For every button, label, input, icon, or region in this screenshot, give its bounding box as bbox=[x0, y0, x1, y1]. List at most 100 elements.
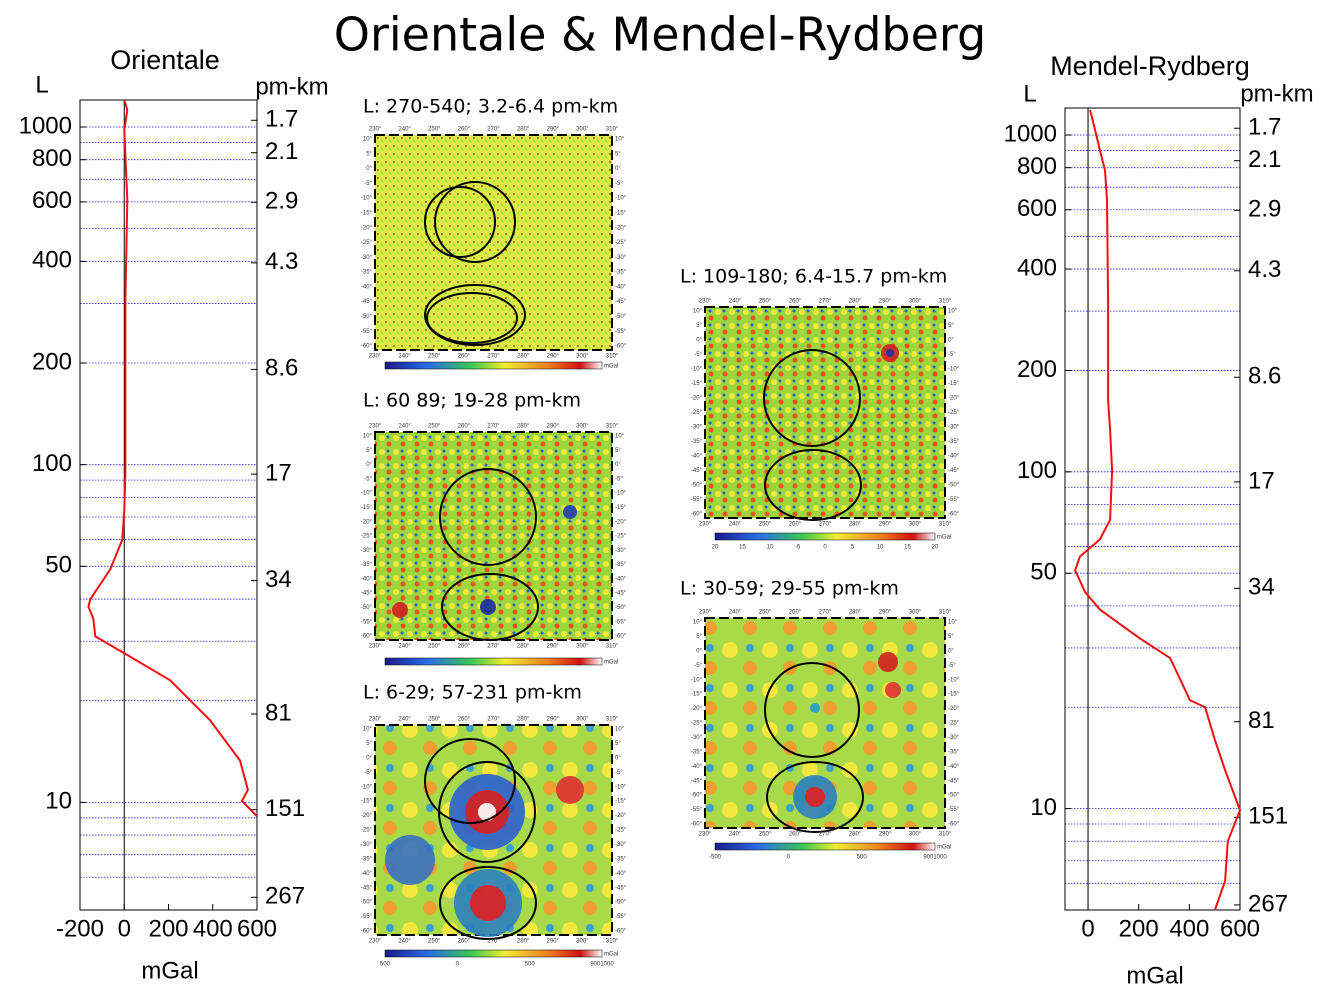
map-lon-label: 240° bbox=[398, 354, 411, 360]
map-lat-label: 10° bbox=[948, 309, 958, 315]
map-lat-label: -15° bbox=[361, 799, 373, 805]
map-lon-label: 290° bbox=[879, 522, 892, 528]
map-lat-label: 0° bbox=[696, 338, 702, 344]
map-lat-label: 5° bbox=[615, 741, 621, 747]
map-lat-label: -45° bbox=[691, 778, 703, 784]
map-lat-label: 10° bbox=[693, 620, 703, 626]
map-lon-label: 260° bbox=[789, 299, 802, 305]
map-lon-label: 280° bbox=[517, 717, 530, 723]
map-lon-label: 310° bbox=[606, 644, 619, 650]
map-lat-label: 10° bbox=[948, 620, 958, 626]
map-lon-label: 270° bbox=[819, 832, 832, 838]
y2-tick-label: 34 bbox=[265, 566, 292, 593]
map-lat-label: -60° bbox=[948, 512, 960, 518]
map-lon-label: 230° bbox=[699, 832, 712, 838]
colorbar-unit: mGal bbox=[604, 952, 618, 958]
map-lat-label: -35° bbox=[691, 439, 703, 445]
map-lon-label: 300° bbox=[576, 644, 589, 650]
y2-tick-label: 151 bbox=[265, 795, 305, 822]
y-tick-label: 50 bbox=[45, 552, 72, 579]
map-lat-label: -5° bbox=[364, 770, 372, 776]
map-lat-label: -20° bbox=[361, 225, 373, 231]
map-lat-label: 10° bbox=[363, 137, 373, 143]
map-lat-label: 5° bbox=[948, 323, 954, 329]
map-lon-label: 230° bbox=[369, 354, 382, 360]
map-lon-label: 270° bbox=[487, 939, 500, 945]
map-anomaly bbox=[805, 787, 825, 807]
y-tick-label: 600 bbox=[32, 187, 72, 214]
x-tick-label: 400 bbox=[193, 915, 233, 942]
map-lat-label: -30° bbox=[615, 255, 627, 261]
y2-axis-label: pm-km bbox=[1240, 80, 1313, 107]
y2-axis-label: pm-km bbox=[255, 73, 328, 100]
map-lat-label: -40° bbox=[691, 454, 703, 460]
map-lat-label: -15° bbox=[615, 799, 627, 805]
map-lat-label: -15° bbox=[948, 381, 960, 387]
map-lon-label: 280° bbox=[849, 522, 862, 528]
y2-tick-label: 2.1 bbox=[265, 138, 298, 165]
colorbar bbox=[384, 949, 603, 958]
profile-line bbox=[1074, 109, 1242, 911]
map-lon-label: 280° bbox=[517, 939, 530, 945]
map-lat-label: -35° bbox=[361, 270, 373, 276]
x-tick-label: 600 bbox=[1220, 915, 1260, 942]
map-lat-label: -55° bbox=[361, 914, 373, 920]
map-lat-label: -10° bbox=[361, 196, 373, 202]
map-lon-label: 240° bbox=[398, 127, 411, 133]
map-lat-label: -45° bbox=[615, 591, 627, 597]
map-lat-label: 5° bbox=[366, 741, 372, 747]
map-lat-label: -15° bbox=[615, 505, 627, 511]
map-lat-label: -60° bbox=[361, 344, 373, 350]
map-lat-label: -25° bbox=[361, 534, 373, 540]
map-lat-label: -45° bbox=[948, 468, 960, 474]
map-lat-label: -50° bbox=[691, 793, 703, 799]
y-tick-label: 50 bbox=[1030, 559, 1057, 586]
map-lat-label: -45° bbox=[615, 299, 627, 305]
map-lon-label: 290° bbox=[547, 939, 560, 945]
y2-tick-label: 2.9 bbox=[265, 188, 298, 215]
map-lon-label: 260° bbox=[789, 832, 802, 838]
map-lon-label: 290° bbox=[879, 299, 892, 305]
y-tick-label: 10 bbox=[1030, 794, 1057, 821]
map-lon-label: 230° bbox=[369, 127, 382, 133]
y-axis-label: L bbox=[1023, 80, 1036, 107]
map-lat-label: -60° bbox=[361, 929, 373, 935]
basin-ring bbox=[434, 181, 516, 263]
map-lon-label: 250° bbox=[428, 127, 441, 133]
y-tick-label: 800 bbox=[32, 145, 72, 172]
map-lon-label: 270° bbox=[487, 354, 500, 360]
map-lat-label: -55° bbox=[615, 329, 627, 335]
map-lon-label: 250° bbox=[428, 354, 441, 360]
map-lon-label: 300° bbox=[576, 939, 589, 945]
map-lon-label: 300° bbox=[909, 522, 922, 528]
map-lon-label: 280° bbox=[517, 127, 530, 133]
map-lon-label: 290° bbox=[879, 610, 892, 616]
basin-ring bbox=[426, 292, 518, 344]
map-lat-label: 5° bbox=[948, 634, 954, 640]
map-lat-label: 10° bbox=[363, 727, 373, 733]
basin-ring bbox=[424, 284, 526, 346]
map-lat-label: -45° bbox=[691, 468, 703, 474]
map-anomaly bbox=[556, 776, 584, 804]
map-lon-label: 300° bbox=[576, 127, 589, 133]
map-lon-label: 260° bbox=[458, 127, 471, 133]
map-lat-label: -20° bbox=[615, 813, 627, 819]
x-tick-label: 200 bbox=[1119, 915, 1159, 942]
map-lat-label: -60° bbox=[948, 822, 960, 828]
map-lon-label: 280° bbox=[849, 299, 862, 305]
y2-tick-label: 1.7 bbox=[265, 106, 298, 133]
map-lat-label: 10° bbox=[363, 434, 373, 440]
map-lat-label: -40° bbox=[361, 284, 373, 290]
map-lat-label: -5° bbox=[948, 663, 956, 669]
map-lat-label: -55° bbox=[691, 807, 703, 813]
map-lat-label: 0° bbox=[366, 166, 372, 172]
x-tick-label: -200 bbox=[56, 915, 104, 942]
colorbar-label: 5 bbox=[851, 545, 855, 551]
map-lat-label: -55° bbox=[361, 619, 373, 625]
y2-tick-label: 2.1 bbox=[1248, 146, 1281, 173]
map-lat-label: -25° bbox=[361, 828, 373, 834]
y2-tick-label: 267 bbox=[1248, 890, 1288, 917]
map-lon-label: 230° bbox=[699, 522, 712, 528]
map-lon-label: 300° bbox=[909, 299, 922, 305]
map-lat-label: -45° bbox=[615, 885, 627, 891]
